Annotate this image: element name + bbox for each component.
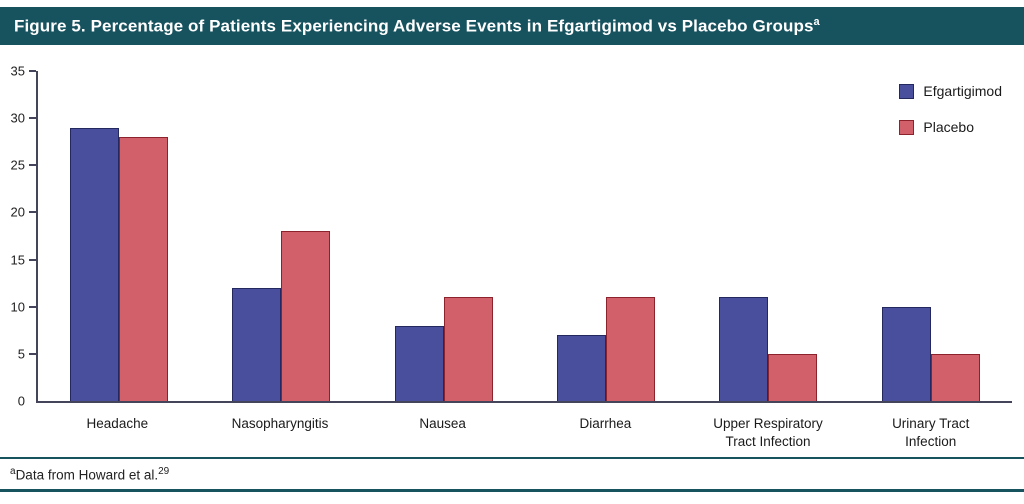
bar-group <box>687 71 849 401</box>
legend-label: Efgartigimod <box>923 83 1002 99</box>
x-axis-label: Headache <box>86 416 149 431</box>
divider-line-bottom <box>0 488 1024 492</box>
bar-placebo-3 <box>606 297 656 401</box>
y-tick-mark <box>29 211 36 214</box>
legend-swatch <box>899 83 915 99</box>
bar-placebo-4 <box>768 353 818 401</box>
x-axis-label: Upper Respiratory Tract Infection <box>713 416 823 450</box>
footnote-reference: 29 <box>158 466 170 477</box>
y-tick-label: 20 <box>10 204 25 220</box>
x-axis-label: Nausea <box>419 416 466 431</box>
y-tick-label: 35 <box>10 63 25 79</box>
bar-chart: 0 5 10 15 20 25 30 35 Efgartigimod Placebo Heada… <box>0 45 1024 449</box>
legend-swatch <box>899 119 915 135</box>
bar-efgartigimod-5 <box>881 306 931 401</box>
y-tick-label: 10 <box>10 299 25 315</box>
bar-placebo-1 <box>281 231 331 401</box>
y-tick-mark <box>29 117 36 120</box>
footnote: aData from Howard et al.29 <box>0 459 1024 489</box>
x-axis-label: Nasopharyngitis <box>231 416 329 431</box>
bar-efgartigimod-4 <box>719 297 769 401</box>
figure-title-superscript: a <box>813 15 820 28</box>
y-tick-label: 30 <box>10 110 25 126</box>
bar-placebo-0 <box>119 137 169 401</box>
chart-plot-area: Efgartigimod Placebo <box>29 70 1012 403</box>
y-tick-label: 25 <box>10 157 25 173</box>
y-tick-label: 15 <box>10 252 25 268</box>
y-tick-mark <box>29 258 36 261</box>
y-tick-label: 5 <box>17 346 25 362</box>
bar-group <box>850 71 1012 401</box>
bar-efgartigimod-0 <box>70 127 120 401</box>
bar-efgartigimod-1 <box>232 287 282 401</box>
bar-groups <box>38 71 1012 401</box>
legend: Efgartigimod Placebo <box>899 83 1002 135</box>
legend-item-efgartigimod: Efgartigimod <box>899 83 1002 99</box>
figure-title-bar: Figure 5. Percentage of Patients Experie… <box>0 7 1024 45</box>
bar-group <box>363 71 525 401</box>
y-tick-label: 0 <box>17 393 25 409</box>
legend-item-placebo: Placebo <box>899 119 1002 135</box>
y-axis: 0 5 10 15 20 25 30 35 <box>0 64 32 409</box>
y-tick-mark <box>29 352 36 355</box>
legend-label: Placebo <box>923 119 974 135</box>
x-axis-label: Diarrhea <box>579 416 632 431</box>
footnote-superscript: a <box>10 466 16 477</box>
y-tick-mark <box>29 305 36 308</box>
bar-group <box>200 71 362 401</box>
bar-group <box>525 71 687 401</box>
bar-group <box>38 71 200 401</box>
x-axis-label: Urinary Tract Infection <box>892 416 970 450</box>
bar-placebo-2 <box>443 297 493 401</box>
y-tick-mark <box>29 164 36 167</box>
bar-efgartigimod-2 <box>394 325 444 401</box>
bar-placebo-5 <box>930 353 980 401</box>
figure-title: Figure 5. Percentage of Patients Experie… <box>14 16 820 37</box>
x-labels: Headache Nasopharyngitis Nausea Diarrhea Upp… <box>36 409 1012 451</box>
y-tick-mark <box>29 70 36 72</box>
divider-line-top <box>0 457 1024 459</box>
figure-title-text: Figure 5. Percentage of Patients Experie… <box>14 16 814 36</box>
bar-efgartigimod-3 <box>557 335 607 401</box>
footnote-text: Data from Howard et al. <box>15 467 159 483</box>
